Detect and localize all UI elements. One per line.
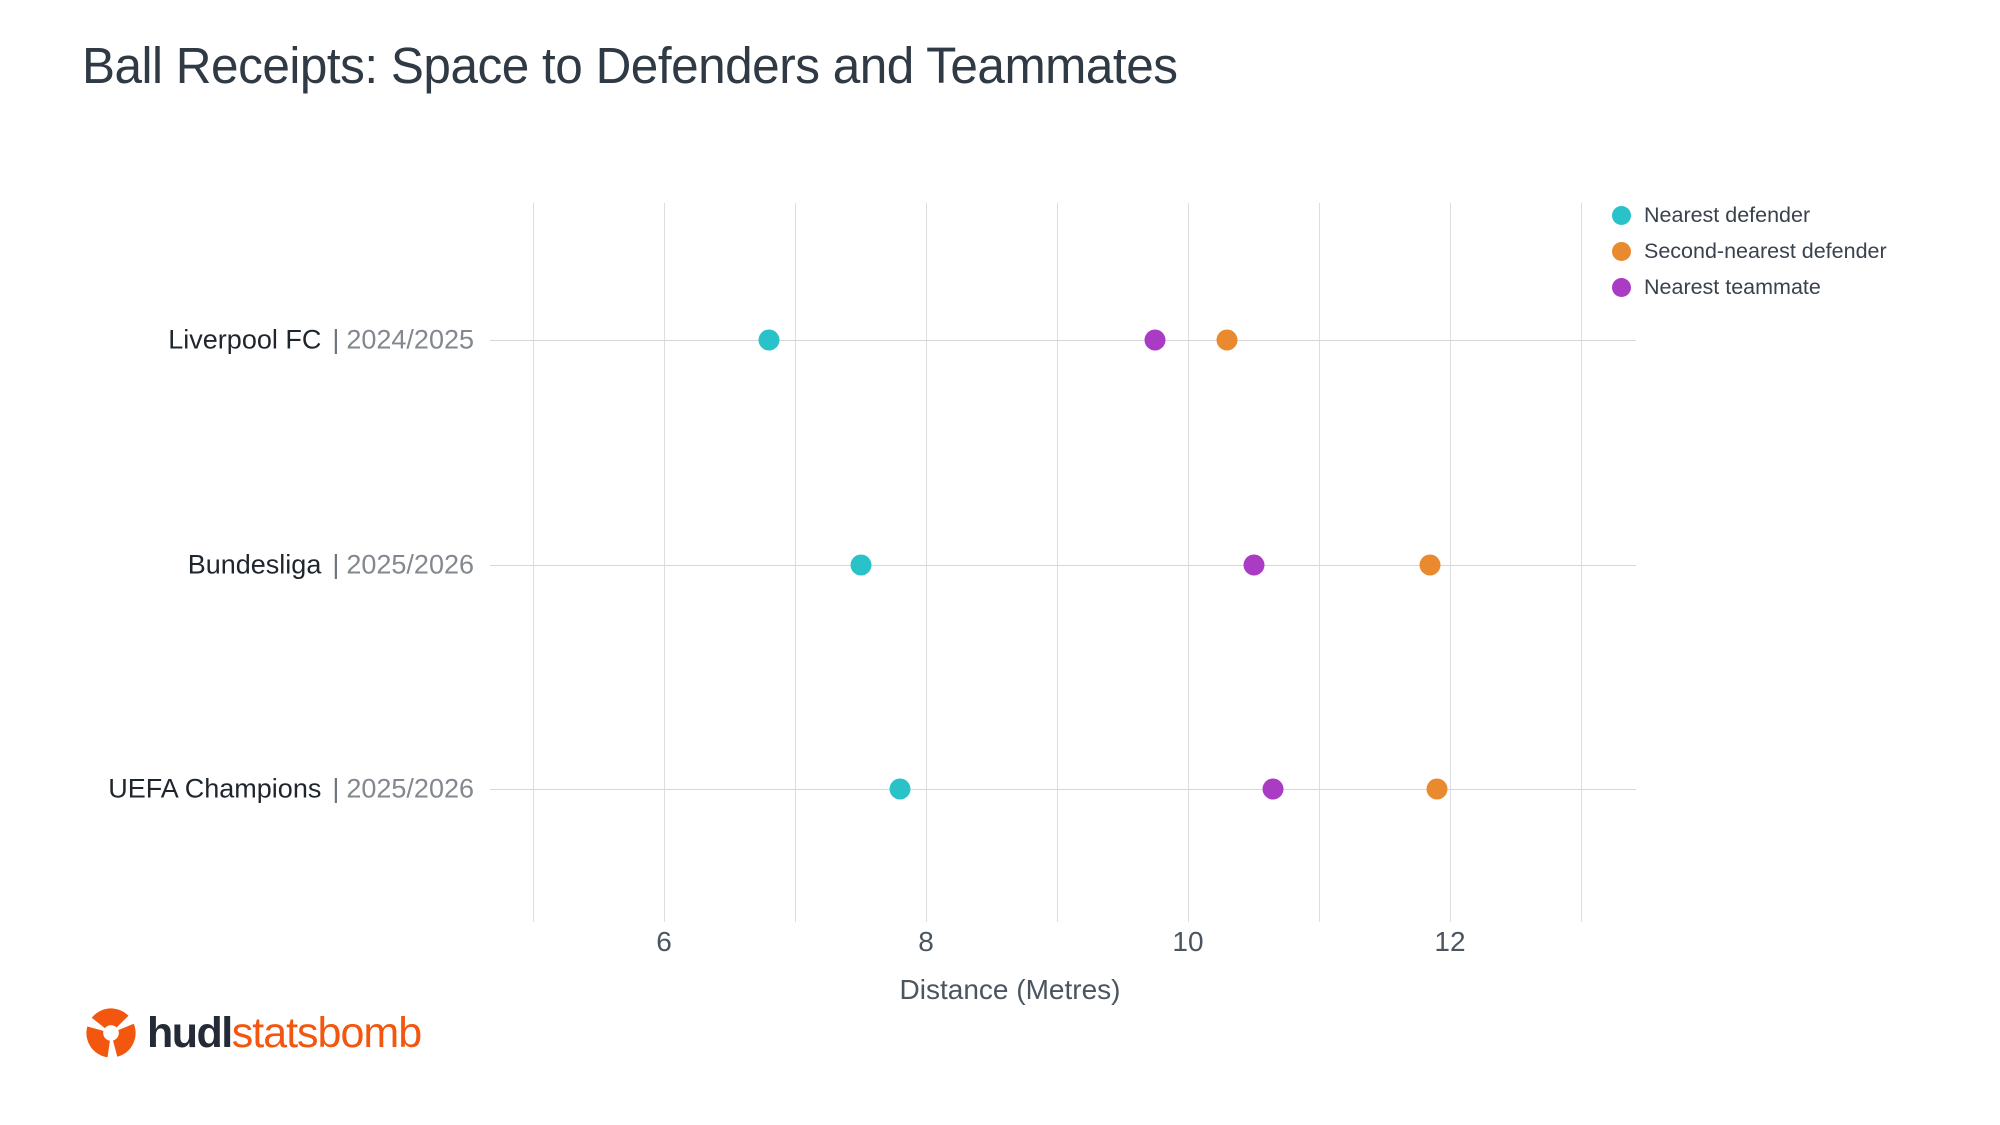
category-name: UEFA Champions <box>108 773 322 804</box>
hudl-swirl-icon <box>86 1008 136 1058</box>
chart-title: Ball Receipts: Space to Defenders and Te… <box>82 37 1178 94</box>
legend-item: Nearest teammate <box>1612 269 1887 305</box>
gridline-vertical <box>1450 203 1451 922</box>
legend-marker-circle <box>1612 205 1631 225</box>
category-season: 2024/2025 <box>346 324 474 355</box>
category-season: 2025/2026 <box>346 549 474 579</box>
logo-statsbomb-text: statsbomb <box>231 1008 422 1057</box>
data-point-second-nearest-defender <box>1216 329 1238 351</box>
x-axis-label: Distance (Metres) <box>899 974 1121 1005</box>
gridline-vertical <box>664 203 665 922</box>
gridline-row <box>490 340 1636 341</box>
gridline-row <box>490 564 1636 566</box>
x-tick-label: 12 <box>1434 926 1466 957</box>
logo-hudl-text: hudl <box>147 1008 233 1057</box>
x-tick-label: 10 <box>1172 926 1204 957</box>
statsbomb-logo: hudl statsbomb <box>84 1006 422 1060</box>
legend-label: Nearest teammate <box>1644 274 1821 299</box>
category-name: Bundesliga <box>187 549 322 579</box>
data-point-nearest-defender <box>850 554 871 575</box>
data-point-nearest-teammate <box>1144 329 1166 351</box>
gridline-vertical <box>1319 203 1320 922</box>
legend: Nearest defender Second-nearest defender N… <box>1612 197 1887 305</box>
legend-item: Nearest defender <box>1612 197 1887 233</box>
gridline-vertical <box>533 203 534 922</box>
category-label: Bundesliga | 2025/2026 <box>188 549 474 580</box>
legend-item: Second-nearest defender <box>1612 233 1887 269</box>
gridline-row <box>490 789 1636 790</box>
gridline-vertical <box>1057 203 1058 922</box>
gridline-vertical <box>795 203 796 922</box>
gridline-vertical <box>1581 203 1582 922</box>
legend-label: Second-nearest defender <box>1644 238 1887 263</box>
category-season: 2025/2026 <box>346 773 474 804</box>
data-point-nearest-defender <box>758 329 780 351</box>
data-point-second-nearest-defender <box>1426 778 1448 800</box>
category-label: UEFA Champions | 2025/2026 <box>108 774 474 805</box>
data-point-nearest-defender <box>889 778 911 800</box>
x-tick-label: 8 <box>918 926 934 957</box>
x-tick-label: 6 <box>656 926 672 957</box>
category-separator: | <box>332 549 340 579</box>
category-label: Liverpool FC | 2024/2025 <box>168 325 474 356</box>
data-point-nearest-teammate <box>1243 554 1264 575</box>
gridline-vertical <box>1188 203 1189 922</box>
category-name: Liverpool FC <box>168 324 322 355</box>
data-point-second-nearest-defender <box>1419 554 1441 575</box>
legend-label: Nearest defender <box>1644 202 1811 227</box>
gridline-vertical <box>926 203 927 922</box>
category-separator: | <box>332 773 340 804</box>
legend-marker-circle <box>1612 241 1631 261</box>
data-point-nearest-teammate <box>1262 778 1284 800</box>
category-separator: | <box>332 324 340 355</box>
legend-marker-circle <box>1612 277 1631 297</box>
